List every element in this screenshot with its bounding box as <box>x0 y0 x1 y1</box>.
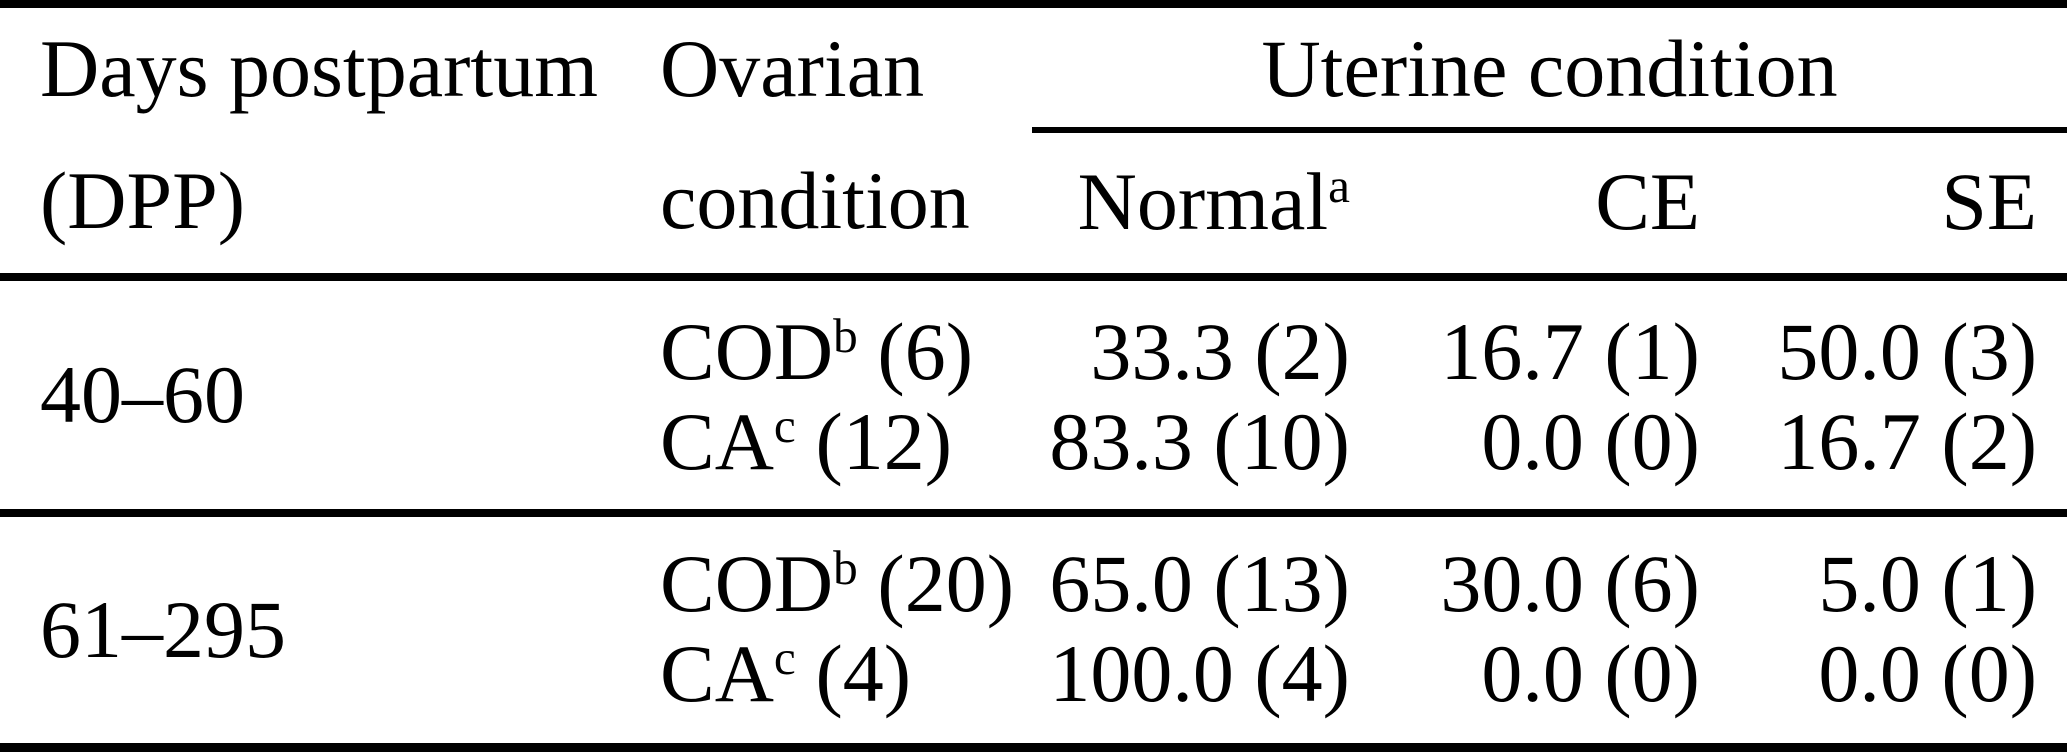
header-ovarian-line1: Ovarian <box>660 23 925 114</box>
ovarian-cod-row: CODb (6) <box>660 307 1032 397</box>
footnote-marker-b: b <box>833 307 858 363</box>
table-row-group1: 40–60 CODb (6) CAc (12) 33.3 (2) 83.3 (10)… <box>0 281 2067 509</box>
table-row-group2: 61–295 CODb (20) CAc (4) 65.0 (13) 100.0 (… <box>0 509 2067 743</box>
ovarian-count: (12) <box>815 396 953 487</box>
normal-cell-group1: 33.3 (2) 83.3 (10) <box>1032 281 1350 509</box>
table-header: Days postpartum (DPP) Ovarian condition … <box>0 8 2067 281</box>
header-days-line1: Days postpartum <box>40 23 598 114</box>
se-cell-group2: 5.0 (1) 0.0 (0) <box>1700 509 2067 743</box>
normal-value: 100.0 (4) <box>1049 628 1350 719</box>
ce-cell-group1: 16.7 (1) 0.0 (0) <box>1350 281 1700 509</box>
se-value: 0.0 (0) <box>1818 628 2038 719</box>
ovarian-label: CA <box>660 628 774 719</box>
header-ce: CE <box>1350 133 1700 281</box>
dpp-range-1: 40–60 <box>40 349 245 440</box>
header-normal-label: Normal <box>1077 156 1329 247</box>
footnote-marker-a: a <box>1328 157 1350 213</box>
ovarian-cell-group2: CODb (20) CAc (4) <box>620 509 1032 743</box>
header-days-line2: (DPP) <box>40 155 246 247</box>
ovarian-label: CA <box>660 396 774 487</box>
ovarian-ca-row: CAc (12) <box>660 397 1032 487</box>
header-uterine-condition-group: Uterine condition <box>1032 8 2067 133</box>
se-value: 5.0 (1) <box>1818 538 2038 629</box>
header-normal: Normala <box>1032 133 1350 281</box>
normal-value: 83.3 (10) <box>1049 396 1350 487</box>
ovarian-label: COD <box>660 306 834 397</box>
ce-value: 0.0 (0) <box>1481 396 1700 487</box>
group-61-295: 61–295 CODb (20) CAc (4) 65.0 (13) 100.0 (… <box>0 509 2067 743</box>
ce-value: 0.0 (0) <box>1481 628 1700 719</box>
ovarian-count: (4) <box>815 628 912 719</box>
ce-cell-group2: 30.0 (6) 0.0 (0) <box>1350 509 1700 743</box>
se-value: 50.0 (3) <box>1777 306 2038 397</box>
ovarian-count: (6) <box>877 306 974 397</box>
ovarian-label: COD <box>660 538 834 629</box>
se-cell-group1: 50.0 (3) 16.7 (2) <box>1700 281 2067 509</box>
header-se: SE <box>1700 133 2067 281</box>
ce-value: 30.0 (6) <box>1440 538 1700 629</box>
dpp-range-2: 61–295 <box>0 509 620 743</box>
normal-value: 65.0 (13) <box>1049 538 1350 629</box>
group-40-60: 40–60 CODb (6) CAc (12) 33.3 (2) 83.3 (10)… <box>0 281 2067 509</box>
normal-cell-group2: 65.0 (13) 100.0 (4) <box>1032 509 1350 743</box>
ovarian-count: (20) <box>877 538 1015 629</box>
header-row-top: Days postpartum (DPP) Ovarian condition … <box>0 8 2067 281</box>
header-row-sub: Normala CE SE <box>0 133 2067 281</box>
footnote-marker-c: c <box>773 397 796 453</box>
ovarian-cell-group1: CODb (6) CAc (12) <box>620 281 1032 509</box>
normal-value: 33.3 (2) <box>1090 306 1350 397</box>
footnote-marker-b: b <box>833 539 858 595</box>
header-days-postpartum: Days postpartum (DPP) <box>0 8 620 281</box>
header-ovarian-line2: condition <box>660 155 970 247</box>
header-ovarian-condition: Ovarian condition <box>620 8 1032 281</box>
ovarian-cod-row: CODb (20) <box>660 539 1032 629</box>
ce-value: 16.7 (1) <box>1440 306 1700 397</box>
se-value: 16.7 (2) <box>1777 396 2038 487</box>
footnote-marker-c: c <box>773 629 796 685</box>
ovarian-ca-row: CAc (4) <box>660 629 1032 719</box>
